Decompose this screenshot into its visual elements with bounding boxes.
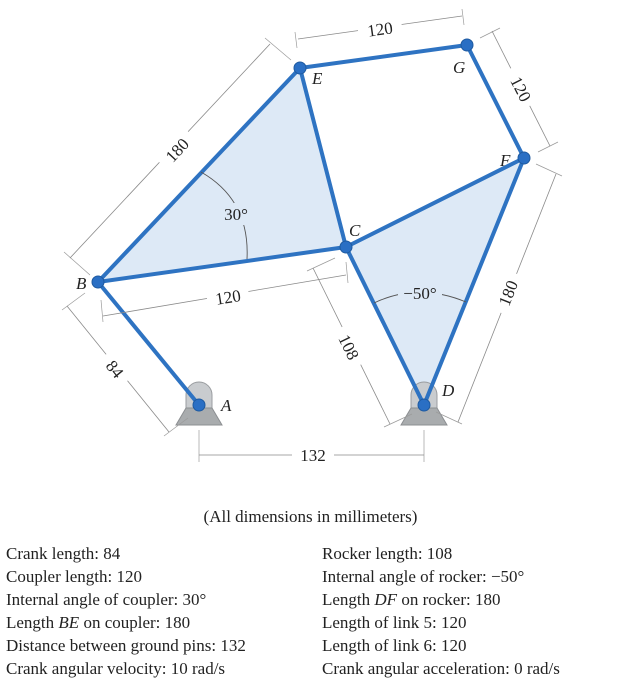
label-f: F <box>499 151 511 170</box>
spec-length-be: Length BE on coupler: 180 <box>6 613 191 632</box>
link-cf <box>344 156 526 249</box>
dimension-eg: 120 <box>294 8 465 49</box>
ground-support-d <box>400 381 448 426</box>
ground-support-a <box>175 381 223 426</box>
spec-link6-length: Length of link 6: 120 <box>322 636 467 655</box>
label-d: D <box>441 381 455 400</box>
dimension-ad: 132 <box>198 430 425 466</box>
spec-list-left: Crank length: 84 Coupler length: 120 Int… <box>6 543 246 681</box>
dimension-eg-value: 120 <box>366 18 394 40</box>
joint-d <box>417 398 431 412</box>
joint-a <box>192 398 206 412</box>
joint-e <box>293 61 307 75</box>
spec-coupler-length: Coupler length: 120 <box>6 567 142 586</box>
spec-crank-length: Crank length: 84 <box>6 544 121 563</box>
dimension-bc-value: 120 <box>214 286 242 309</box>
spec-rocker-length: Rocker length: 108 <box>322 544 453 563</box>
link-bc <box>96 245 348 284</box>
joint-b <box>91 275 105 289</box>
link-be <box>96 66 302 284</box>
dimension-gf: 120 <box>479 27 559 153</box>
link-ab <box>96 280 201 407</box>
label-g: G <box>453 58 465 77</box>
joint-c <box>339 240 353 254</box>
joint-f <box>517 151 531 165</box>
rocker-angle-label: −50° <box>403 284 436 303</box>
spec-link5-length: Length of link 5: 120 <box>322 613 467 632</box>
link-cd <box>344 245 426 407</box>
link-ec <box>298 66 348 249</box>
joint-g <box>460 38 474 52</box>
dimension-bc: 120 <box>100 261 349 323</box>
label-b: B <box>76 274 87 293</box>
link-eg <box>298 43 469 70</box>
linkage-diagram: A B C D E F G 120 120 180 30° 120 <box>61 8 563 466</box>
spec-crank-acceleration: Crank angular acceleration: 0 rad/s <box>322 659 560 678</box>
spec-rocker-angle: Internal angle of rocker: −50° <box>322 567 525 586</box>
spec-coupler-angle: Internal angle of coupler: 30° <box>6 590 207 609</box>
coupler-triangle <box>98 68 346 282</box>
spec-list-right: Rocker length: 108 Internal angle of roc… <box>322 543 560 681</box>
units-note: (All dimensions in millimeters) <box>203 507 418 526</box>
dimension-ad-value: 132 <box>300 446 326 465</box>
label-e: E <box>311 69 323 88</box>
label-a: A <box>220 396 232 415</box>
coupler-angle-label: 30° <box>224 205 248 224</box>
rocker-triangle <box>346 158 524 405</box>
label-c: C <box>349 221 361 240</box>
spec-ground-distance: Distance between ground pins: 132 <box>6 636 246 655</box>
link-df <box>422 156 526 407</box>
spec-crank-velocity: Crank angular velocity: 10 rad/s <box>6 659 226 678</box>
spec-length-df: Length DF on rocker: 180 <box>322 590 501 609</box>
link-gf <box>465 43 526 160</box>
